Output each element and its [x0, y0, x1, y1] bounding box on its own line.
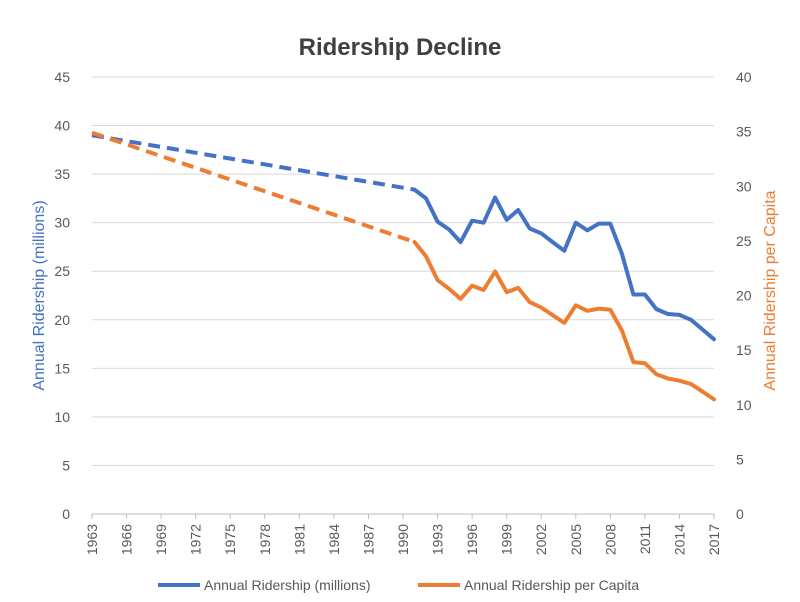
left-axis-title: Annual Ridership (millions) [31, 200, 48, 390]
right-axis-ticks: 0 5 10 15 20 25 30 35 40 [736, 69, 752, 522]
x-tick-label: 1975 [222, 524, 238, 555]
x-tick-label: 1972 [188, 524, 204, 555]
left-tick-label: 35 [54, 166, 70, 182]
x-tick-label: 2002 [533, 524, 549, 555]
left-tick-label: 40 [54, 118, 70, 134]
x-tick-label: 1969 [153, 524, 169, 555]
legend: Annual Ridership (millions) Annual Rider… [158, 577, 639, 593]
right-tick-label: 30 [736, 178, 752, 194]
series-0-line [412, 187, 716, 342]
left-tick-label: 5 [62, 457, 70, 473]
right-tick-label: 25 [736, 233, 752, 249]
left-tick-label: 0 [62, 506, 70, 522]
series-1-dashed-segment [91, 130, 416, 244]
right-tick-label: 40 [736, 69, 752, 85]
series-0-dashed-segment [91, 133, 415, 192]
right-tick-label: 10 [736, 397, 752, 413]
left-tick-label: 15 [54, 360, 70, 376]
series-layer [91, 130, 716, 402]
x-tick-label: 1984 [326, 524, 342, 555]
series-1-line [412, 240, 716, 402]
x-tick-label: 1993 [430, 524, 446, 555]
right-tick-label: 0 [736, 506, 744, 522]
x-tick-label: 2008 [602, 524, 618, 555]
left-tick-label: 25 [54, 263, 70, 279]
x-tick-label: 1978 [257, 524, 273, 555]
right-tick-label: 15 [736, 342, 752, 358]
x-tick-label: 1987 [360, 524, 376, 555]
x-tick-label: 1966 [119, 524, 135, 555]
x-tick-label: 1996 [464, 524, 480, 555]
legend-label-per-capita: Annual Ridership per Capita [464, 577, 639, 593]
x-tick-label: 1963 [84, 524, 100, 555]
x-tick-label: 2017 [706, 524, 722, 555]
left-tick-label: 10 [54, 409, 70, 425]
left-tick-label: 30 [54, 215, 70, 231]
legend-label-ridership: Annual Ridership (millions) [204, 577, 371, 593]
x-tick-label: 1981 [291, 524, 307, 555]
left-tick-label: 20 [54, 312, 70, 328]
right-tick-label: 5 [736, 451, 744, 467]
grid-layer [92, 76, 714, 515]
left-tick-label: 45 [54, 69, 70, 85]
x-tick-label: 2014 [671, 524, 687, 555]
x-tick-label: 1999 [499, 524, 515, 555]
chart-title: Ridership Decline [299, 34, 502, 61]
right-tick-label: 35 [736, 124, 752, 140]
right-tick-label: 20 [736, 288, 752, 304]
x-tick-label: 2011 [637, 524, 653, 554]
x-tick-label: 2005 [568, 524, 584, 555]
x-tick-label: 1990 [395, 524, 411, 555]
right-axis-title: Annual Ridership per Capita [762, 190, 779, 390]
x-axis-ticks: 1963 1966 1969 1972 1975 1978 1981 1984 1987 1990… [84, 514, 722, 555]
left-axis-ticks: 0 5 10 15 20 25 30 35 40 45 [54, 69, 70, 522]
